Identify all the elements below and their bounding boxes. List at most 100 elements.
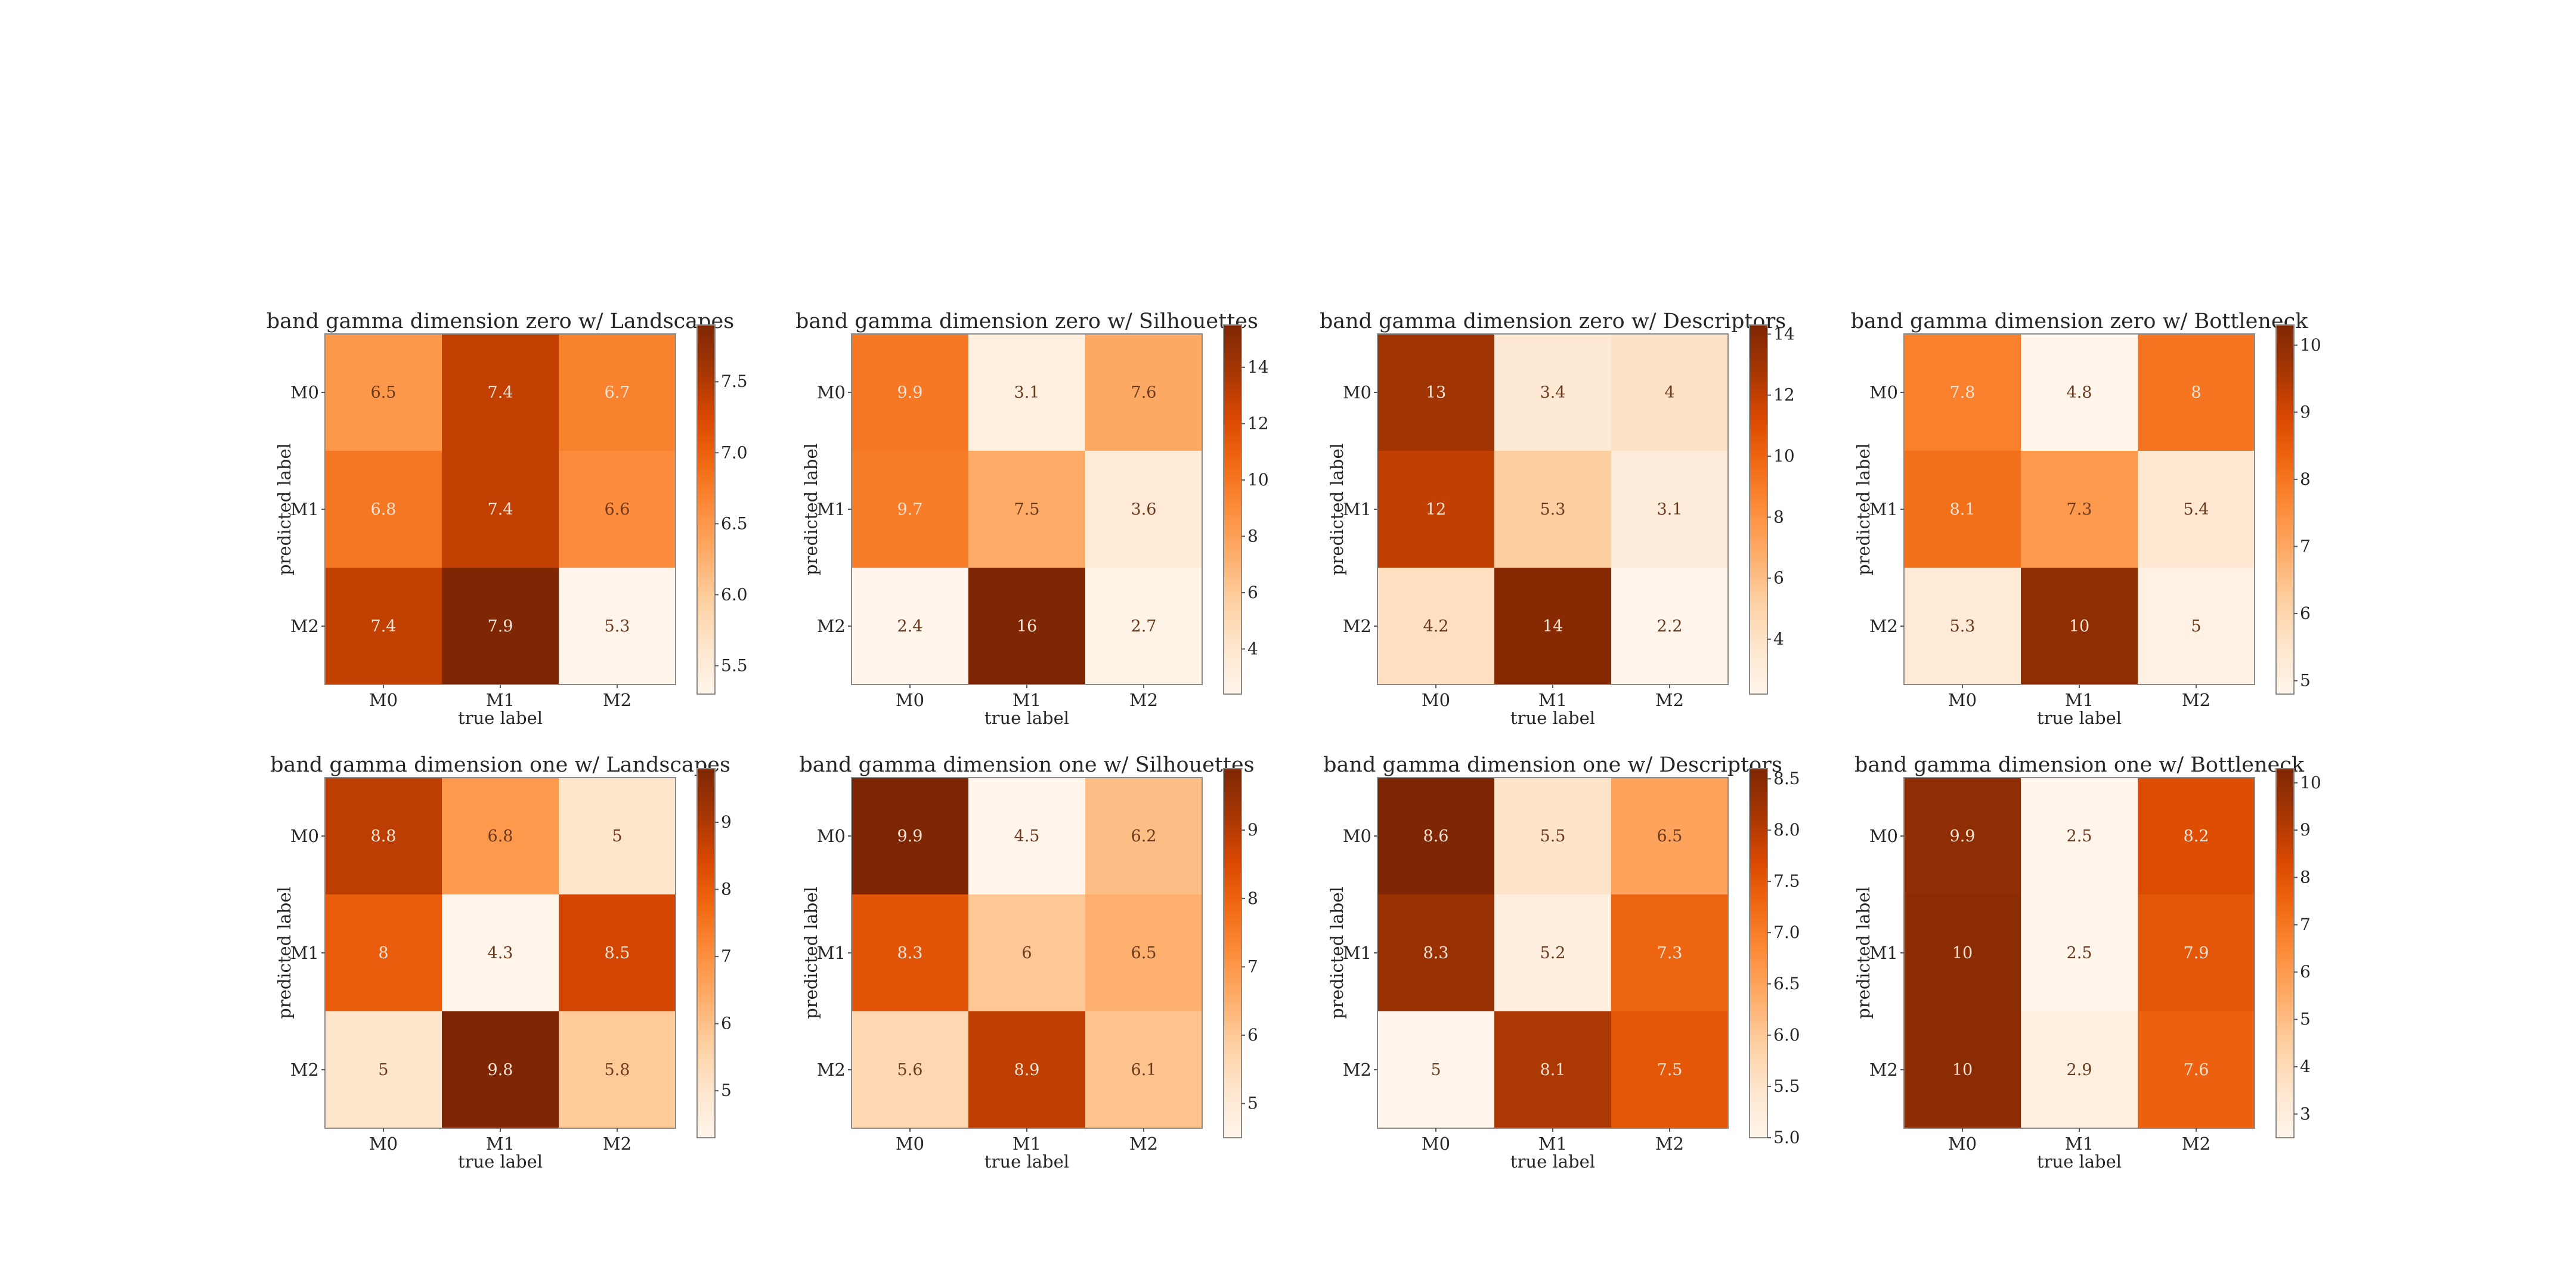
cell-value-label: 14	[1543, 617, 1563, 636]
cell-value-label: 7.5	[1657, 1061, 1683, 1079]
cell-value-label: 6.8	[371, 500, 397, 519]
cell-value-label: 3.1	[1657, 500, 1683, 519]
colorbar-tick-label: 5	[1247, 1094, 1258, 1113]
panel-title: band gamma dimension zero w/ Bottleneck	[1851, 309, 2309, 333]
colorbar	[2275, 324, 2295, 695]
panel-title: band gamma dimension one w/ Silhouettes	[799, 753, 1254, 777]
cell-value-label: 10	[1952, 1061, 1973, 1079]
cell-value-label: 8.1	[1950, 500, 1976, 519]
cell-value-label: 3.1	[1014, 383, 1040, 402]
cell-value-label: 8.2	[2184, 827, 2209, 846]
heatmap-cell	[1904, 894, 2021, 1011]
cell-value-label: 7.9	[2184, 944, 2209, 962]
y-tick-label: M0	[817, 382, 846, 402]
colorbar-tick-label: 12	[1773, 385, 1795, 405]
cell-value-label: 5	[378, 1061, 388, 1079]
heatmap-cell	[1611, 568, 1728, 685]
colorbar-tick-label: 10	[1247, 470, 1269, 490]
x-axis-label: true label	[458, 1151, 543, 1172]
heatmap-cell	[968, 568, 1085, 685]
heatmap-panel: band gamma dimension one w/ Descriptors8…	[1323, 753, 1800, 1172]
x-tick-label: M2	[1655, 1134, 1684, 1154]
cell-value-label: 6.5	[371, 383, 397, 402]
x-tick-label: M2	[603, 690, 631, 710]
heatmap-cell	[2138, 1011, 2255, 1128]
heatmap-cell	[2021, 568, 2138, 685]
colorbar-tick-label: 5	[2300, 1010, 2311, 1029]
x-tick-label: M2	[603, 1134, 631, 1154]
cell-value-label: 13	[1426, 383, 1446, 402]
heatmap-cell	[1377, 451, 1494, 568]
heatmap-cell	[852, 1011, 968, 1128]
x-tick-label: M0	[369, 690, 398, 710]
x-axis-label: true label	[984, 1151, 1069, 1172]
x-tick-label: M2	[1129, 690, 1158, 710]
cell-value-label: 9.7	[897, 500, 923, 519]
cell-value-label: 8.1	[1540, 1061, 1566, 1079]
y-tick-label: M1	[290, 499, 319, 519]
cell-value-label: 3.6	[1131, 500, 1157, 519]
x-tick-label: M1	[486, 690, 515, 710]
cell-value-label: 9.9	[897, 383, 923, 402]
x-axis-label: true label	[2037, 1151, 2122, 1172]
cell-value-label: 4.5	[1014, 827, 1040, 846]
cell-value-label: 4.8	[2067, 383, 2092, 402]
heatmap-cell	[2138, 334, 2255, 451]
cell-value-label: 4.2	[1423, 617, 1449, 636]
cell-value-label: 8.8	[371, 827, 397, 846]
colorbar-tick-label: 5.5	[721, 655, 748, 675]
heatmap-cell	[1085, 451, 1202, 568]
cell-value-label: 8.6	[1423, 827, 1449, 846]
x-tick-label: M0	[1422, 1134, 1450, 1154]
heatmap-cell	[325, 451, 442, 568]
cell-value-label: 8.5	[605, 944, 630, 962]
heatmap-cell	[1494, 451, 1611, 568]
colorbar	[1749, 324, 1768, 695]
x-tick-label: M1	[2065, 690, 2094, 710]
cell-value-label: 8.3	[897, 944, 923, 962]
colorbar-tick-label: 7.0	[721, 442, 748, 462]
cell-value-label: 5.6	[897, 1061, 923, 1079]
colorbar	[2275, 768, 2295, 1138]
heatmap-cell	[968, 894, 1085, 1011]
colorbar-tick-label: 8.5	[1773, 769, 1800, 788]
y-tick-label: M2	[1343, 616, 1371, 636]
y-axis-label: predicted label	[1327, 443, 1347, 575]
y-tick-label: M1	[1343, 943, 1371, 963]
colorbar	[1223, 768, 1242, 1138]
y-tick-label: M0	[290, 382, 319, 402]
colorbar-tick-label: 7	[721, 946, 732, 966]
heatmap-cell	[1494, 568, 1611, 685]
heatmap-cell	[2021, 334, 2138, 451]
colorbar-tick-label: 5.0	[1773, 1128, 1800, 1147]
colorbar-tick-label: 8	[1247, 888, 1258, 908]
y-tick-label: M0	[1869, 826, 1898, 846]
heatmap-cell	[1611, 334, 1728, 451]
heatmap-cell	[852, 568, 968, 685]
y-axis-label: predicted label	[274, 887, 295, 1019]
heatmap-cell	[2138, 894, 2255, 1011]
heatmap-cell	[442, 778, 559, 894]
cell-value-label: 10	[2069, 617, 2089, 636]
colorbar-tick-label: 10	[2300, 335, 2321, 355]
heatmap-cell	[442, 1011, 559, 1128]
heatmap-cell	[1494, 1011, 1611, 1128]
colorbar-tick-label: 14	[1247, 357, 1269, 377]
cell-value-label: 8	[378, 944, 388, 962]
colorbar-tick-label: 5	[721, 1080, 732, 1100]
x-tick-label: M1	[1013, 1134, 1041, 1154]
y-tick-label: M1	[817, 943, 846, 963]
panel-title: band gamma dimension zero w/ Silhouettes	[795, 309, 1258, 333]
cell-value-label: 4	[1664, 383, 1674, 402]
heatmap-cell	[442, 568, 559, 685]
cell-value-label: 10	[1952, 944, 1973, 962]
x-tick-label: M1	[486, 1134, 515, 1154]
colorbar-tick-label: 6	[1773, 568, 1784, 588]
cell-value-label: 6.5	[1657, 827, 1683, 846]
cell-value-label: 7.4	[488, 500, 513, 519]
colorbar-tick-label: 5.5	[1773, 1076, 1800, 1096]
y-tick-label: M0	[1869, 382, 1898, 402]
heatmap-cell	[2021, 894, 2138, 1011]
colorbar-tick-label: 3	[2300, 1104, 2311, 1123]
heatmap-cell	[2138, 568, 2255, 685]
